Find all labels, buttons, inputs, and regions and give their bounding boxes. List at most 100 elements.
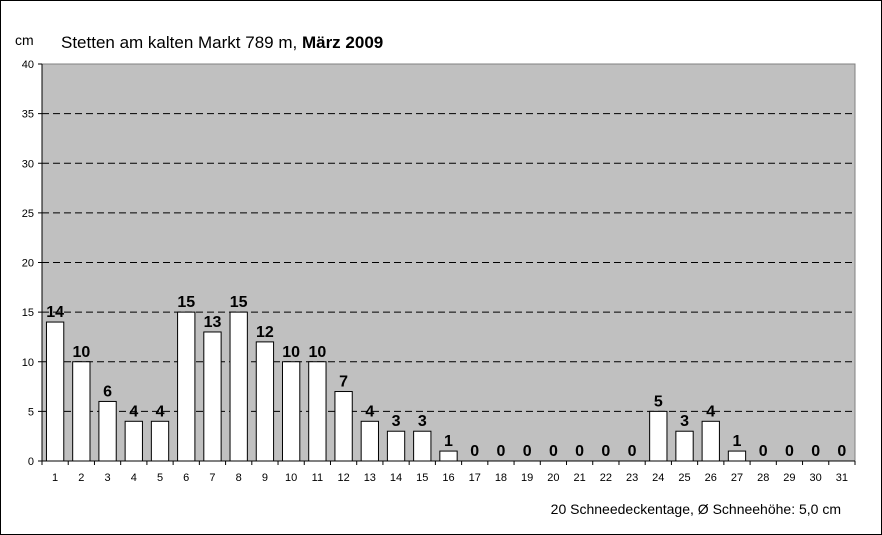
bar-day-11 — [308, 361, 327, 462]
bar-day-5 — [150, 420, 170, 462]
x-tick-label-3: 3 — [105, 472, 111, 484]
bar-day-27 — [727, 450, 747, 462]
bar-day-25 — [675, 430, 694, 462]
data-label-day-14: 3 — [392, 413, 401, 430]
x-tick-label-30: 30 — [810, 472, 822, 484]
x-tick-label-1: 1 — [52, 472, 58, 484]
bar-day-14 — [386, 430, 406, 462]
x-tick-label-27: 27 — [731, 472, 743, 484]
x-tick-label-26: 26 — [705, 472, 717, 484]
data-label-day-12: 7 — [339, 374, 348, 391]
data-label-day-27: 1 — [733, 433, 742, 450]
data-label-day-9: 12 — [256, 324, 274, 341]
bar-day-1 — [45, 321, 65, 462]
data-label-day-22: 0 — [601, 443, 610, 460]
bar-day-2 — [72, 361, 91, 462]
bar-day-8 — [229, 311, 248, 462]
data-label-day-8: 15 — [230, 294, 248, 311]
data-label-day-23: 0 — [628, 443, 637, 460]
data-label-day-10: 10 — [282, 344, 300, 361]
bar-day-24 — [649, 410, 668, 462]
x-axis-ticks: 1 2 3 4 5 6 7 8 9 10 11 12 13 14 15 16 17 18 19 20 21 22 23 24 2… — [41, 461, 856, 484]
data-label-day-31: 0 — [837, 443, 846, 460]
chart-title: Stetten am kalten Markt 789 m, März 2009 — [61, 33, 383, 52]
x-tick-label-22: 22 — [600, 472, 612, 484]
data-label-day-1: 14 — [46, 304, 64, 321]
y-tick-label-15: 15 — [22, 307, 34, 319]
summary-footer: 20 Schneedeckentage, Ø Schneehöhe: 5,0 c… — [551, 501, 841, 517]
y-tick-label-25: 25 — [22, 208, 34, 220]
bar-day-4 — [124, 420, 143, 462]
x-tick-label-20: 20 — [547, 472, 559, 484]
x-tick-label-4: 4 — [131, 472, 137, 484]
data-label-day-17: 0 — [470, 443, 479, 460]
y-tick-label-40: 40 — [22, 59, 34, 71]
x-tick-label-6: 6 — [183, 472, 189, 484]
y-tick-label-30: 30 — [22, 158, 34, 170]
data-label-day-2: 10 — [72, 344, 90, 361]
data-label-day-6: 15 — [177, 294, 195, 311]
x-tick-label-14: 14 — [390, 472, 402, 484]
data-label-day-26: 4 — [706, 403, 715, 420]
data-label-day-24: 5 — [654, 393, 663, 410]
data-label-day-11: 10 — [308, 344, 326, 361]
x-tick-label-11: 11 — [312, 472, 323, 484]
y-tick-label-5: 5 — [28, 406, 34, 418]
x-tick-label-23: 23 — [626, 472, 638, 484]
y-tick-label-10: 10 — [22, 357, 34, 369]
data-label-day-15: 3 — [418, 413, 427, 430]
x-tick-label-9: 9 — [262, 472, 268, 484]
data-label-day-30: 0 — [811, 443, 820, 460]
y-axis-ticks: 0 5 10 15 20 25 30 35 40 — [22, 59, 42, 468]
x-tick-label-19: 19 — [521, 472, 533, 484]
bar-day-15 — [413, 430, 432, 462]
data-label-day-7: 13 — [204, 314, 222, 331]
y-tick-label-35: 35 — [22, 109, 34, 121]
bar-day-13 — [360, 420, 379, 462]
bar-day-6 — [177, 311, 196, 462]
x-tick-label-17: 17 — [469, 472, 481, 484]
x-tick-label-10: 10 — [285, 472, 297, 484]
data-label-day-16: 1 — [444, 433, 453, 450]
data-label-day-18: 0 — [496, 443, 505, 460]
data-label-day-20: 0 — [549, 443, 558, 460]
chart-title-station: Stetten am kalten Markt 789 m, — [61, 33, 302, 52]
bars — [45, 311, 747, 462]
bar-day-12 — [334, 391, 353, 462]
data-label-day-5: 4 — [156, 403, 165, 420]
x-tick-label-15: 15 — [416, 472, 428, 484]
bar-day-9 — [255, 341, 275, 462]
x-tick-label-21: 21 — [574, 472, 586, 484]
x-tick-label-2: 2 — [78, 472, 84, 484]
y-tick-label-20: 20 — [22, 258, 34, 270]
bar-day-26 — [701, 420, 720, 462]
x-tick-label-25: 25 — [678, 472, 690, 484]
bar-day-3 — [98, 400, 117, 462]
x-tick-label-13: 13 — [364, 472, 376, 484]
bar-day-16 — [439, 450, 458, 462]
x-tick-label-31: 31 — [836, 472, 848, 484]
x-tick-label-28: 28 — [757, 472, 769, 484]
data-label-day-21: 0 — [575, 443, 584, 460]
x-tick-label-18: 18 — [495, 472, 507, 484]
data-label-day-19: 0 — [523, 443, 532, 460]
x-tick-label-5: 5 — [157, 472, 163, 484]
data-label-day-4: 4 — [129, 403, 138, 420]
x-tick-label-16: 16 — [442, 472, 454, 484]
data-label-day-25: 3 — [680, 413, 689, 430]
bar-day-7 — [203, 331, 222, 462]
data-label-day-29: 0 — [785, 443, 794, 460]
data-label-day-28: 0 — [759, 443, 768, 460]
x-tick-label-12: 12 — [337, 472, 349, 484]
x-tick-label-8: 8 — [236, 472, 242, 484]
data-label-day-13: 4 — [365, 403, 374, 420]
x-tick-label-24: 24 — [652, 472, 664, 484]
data-label-day-3: 6 — [103, 383, 112, 400]
y-tick-label-0: 0 — [28, 456, 34, 468]
y-axis-unit: cm — [15, 32, 34, 48]
chart-title-month: März 2009 — [302, 33, 383, 52]
x-tick-label-7: 7 — [209, 472, 215, 484]
x-tick-label-29: 29 — [783, 472, 795, 484]
